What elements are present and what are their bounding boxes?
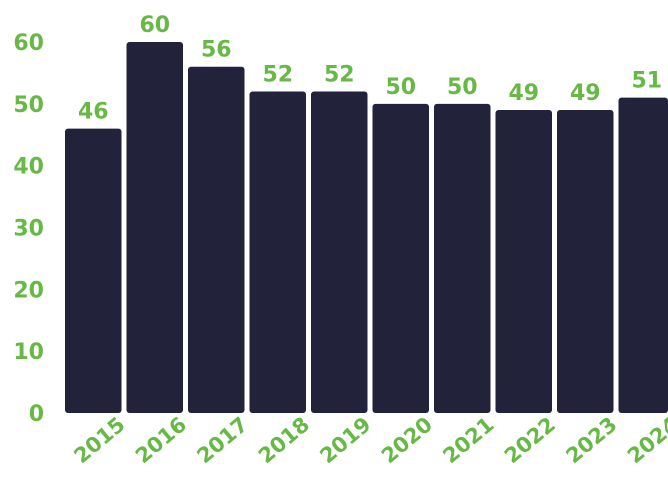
x-tick-label: 2022 (500, 412, 560, 468)
x-tick-label: 2018 (254, 412, 314, 468)
x-tick-label: 2016 (131, 412, 191, 468)
x-tick-label: 2021 (438, 412, 498, 468)
bar (372, 103, 429, 413)
value-labels: 46 60 56 52 52 50 50 49 49 51 (78, 13, 662, 125)
bar (65, 128, 122, 414)
bar (557, 110, 614, 414)
x-axis: 2015 2016 2017 2018 2019 2020 2021 2022 2023 2024 (69, 412, 668, 468)
y-axis: 0 10 20 30 40 50 60 (13, 31, 44, 427)
bar (126, 42, 183, 413)
x-tick-label: 2024 (623, 412, 668, 468)
x-tick-label: 2019 (315, 412, 375, 468)
y-tick-label: 20 (13, 278, 44, 303)
y-tick-label: 50 (13, 93, 44, 118)
x-tick-label: 2017 (192, 412, 252, 468)
bar (311, 91, 368, 413)
data-label: 50 (385, 75, 416, 100)
y-tick-label: 10 (13, 340, 44, 365)
data-label: 50 (447, 75, 478, 100)
data-label: 49 (508, 81, 539, 106)
data-label: 52 (324, 62, 355, 87)
x-tick-label: 2023 (561, 412, 621, 468)
bar (618, 97, 668, 414)
data-label: 46 (78, 100, 109, 125)
bar (188, 66, 245, 413)
y-tick-label: 30 (13, 217, 44, 242)
y-tick-label: 60 (13, 31, 44, 56)
bar (495, 110, 552, 414)
data-label: 56 (201, 38, 232, 63)
x-tick-label: 2020 (377, 412, 437, 468)
bar (249, 91, 306, 413)
data-label: 52 (262, 62, 293, 87)
data-label: 49 (570, 81, 601, 106)
data-label: 51 (631, 69, 662, 94)
bars (65, 42, 668, 414)
y-tick-label: 40 (13, 155, 44, 180)
x-tick-label: 2015 (69, 412, 129, 468)
bar (434, 103, 491, 413)
data-label: 60 (139, 13, 170, 38)
y-tick-label: 0 (29, 402, 44, 427)
